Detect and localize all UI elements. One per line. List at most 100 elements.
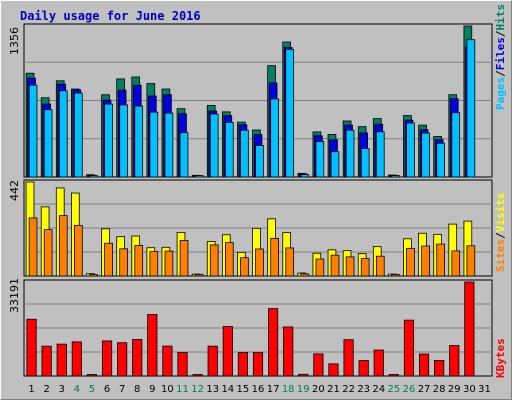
middle-bar-sites-day-8 — [134, 244, 144, 277]
x-tick-label: 26 — [403, 384, 416, 395]
middle-bar-sites-day-19 — [300, 273, 310, 277]
middle-bar-sites-day-18 — [285, 247, 295, 277]
top-bar-pages-day-16 — [255, 145, 264, 178]
top-bar-pages-day-2 — [43, 109, 53, 178]
top-ymax-label: 1356 — [8, 27, 21, 55]
x-tick-label: 11 — [176, 384, 189, 395]
legend-entry: Hits — [494, 4, 507, 31]
bottom-bar-kbytes-day-18 — [283, 326, 294, 377]
middle-bar-sites-day-26 — [406, 247, 415, 277]
middle-bar-sites-day-30 — [466, 245, 476, 277]
top-bar-pages-day-19 — [300, 174, 310, 178]
bottom-bar-kbytes-day-6 — [101, 340, 113, 377]
legend-entry: / — [494, 70, 507, 77]
bottom-bar-kbytes-day-2 — [41, 345, 52, 377]
chart-title: Daily usage for June 2016 — [20, 9, 201, 23]
middle-bar-sites-day-22 — [345, 256, 355, 277]
x-tick-label: 3 — [59, 384, 65, 395]
top-bar-pages-day-11 — [179, 132, 189, 178]
x-tick-label: 25 — [388, 384, 401, 395]
bottom-bar-kbytes-day-13 — [207, 345, 218, 377]
top-bar-pages-day-18 — [285, 48, 295, 178]
x-tick-label: 2 — [43, 384, 49, 395]
x-tick-label: 23 — [357, 384, 370, 395]
middle-bar-sites-day-24 — [375, 255, 385, 277]
x-tick-label: 19 — [297, 384, 310, 395]
bottom-bar-kbytes-day-23 — [358, 360, 369, 377]
x-tick-label: 31 — [478, 384, 491, 395]
bottom-bar-kbytes-day-30 — [464, 281, 475, 377]
x-tick-label: 18 — [282, 384, 295, 395]
bottom-bar-kbytes-day-25 — [388, 374, 399, 377]
bottom-bar-kbytes-day-9 — [147, 314, 158, 377]
legend-entry: Visits — [494, 193, 507, 233]
top-bar-pages-day-23 — [360, 148, 370, 178]
x-tick-label: 14 — [221, 384, 234, 395]
bottom-bar-kbytes-day-28 — [434, 360, 445, 377]
top-bar-pages-day-6 — [104, 103, 113, 178]
top-bar-pages-day-1 — [28, 84, 38, 178]
x-tick-label: 8 — [134, 384, 140, 395]
bottom-bar-kbytes-day-4 — [71, 341, 82, 377]
bottom-bar-kbytes-day-22 — [343, 339, 354, 377]
middle-bar-sites-day-10 — [164, 250, 174, 277]
x-tick-label: 9 — [149, 384, 155, 395]
middle-bar-sites-day-25 — [391, 274, 400, 277]
legend-entry: KBytes — [494, 338, 507, 378]
top-bar-pages-day-21 — [330, 151, 340, 178]
top-bar-pages-day-30 — [466, 39, 476, 178]
middle-bar-sites-day-17 — [270, 237, 279, 277]
bottom-bar-kbytes-day-1 — [26, 318, 37, 377]
bottom-bar-kbytes-day-26 — [403, 319, 415, 377]
middle-bar-sites-day-1 — [28, 217, 38, 277]
x-tick-label: 7 — [119, 384, 125, 395]
x-tick-label: 28 — [433, 384, 446, 395]
x-tick-label: 22 — [342, 384, 355, 395]
bottom-bar-kbytes-day-24 — [373, 349, 384, 377]
top-bar-pages-day-14 — [224, 122, 234, 178]
top-bar-pages-day-25 — [391, 175, 400, 178]
top-bar-pages-day-10 — [164, 112, 174, 178]
top-bar-pages-day-9 — [149, 111, 159, 178]
bottom-bar-kbytes-day-19 — [298, 373, 309, 377]
middle-bar-sites-day-12 — [194, 274, 204, 277]
x-tick-label: 12 — [191, 384, 204, 395]
top-bar-pages-day-27 — [421, 132, 430, 178]
middle-bar-sites-day-28 — [436, 243, 445, 277]
bottom-bar-kbytes-day-15 — [237, 352, 248, 377]
x-tick-label: 20 — [312, 384, 325, 395]
top-bar-pages-day-12 — [194, 175, 204, 178]
top-legend: Pages/Files/Hits — [494, 4, 507, 110]
top-bar-pages-day-13 — [209, 113, 219, 178]
x-tick-label: 4 — [74, 384, 80, 395]
legend-entry: / — [494, 232, 507, 239]
middle-bar-sites-day-11 — [179, 240, 189, 277]
top-bar-pages-day-3 — [58, 90, 68, 178]
top-bar-pages-day-24 — [375, 131, 385, 178]
legend-entry: Sites — [494, 239, 507, 272]
bottom-bar-kbytes-day-7 — [117, 342, 128, 377]
middle-bar-sites-day-29 — [451, 250, 461, 277]
middle-bar-sites-day-23 — [360, 258, 370, 277]
top-bar-pages-day-17 — [270, 98, 279, 178]
bottom-bar-kbytes-day-16 — [252, 352, 264, 377]
bottom-bar-kbytes-day-5 — [86, 374, 98, 377]
x-tick-label: 6 — [104, 384, 110, 395]
x-tick-label: 27 — [418, 384, 431, 395]
middle-ymax-label: 442 — [8, 180, 21, 201]
bottom-bar-kbytes-day-10 — [162, 345, 173, 377]
top-bar-pages-day-26 — [406, 122, 415, 178]
top-bar-pages-day-15 — [240, 129, 249, 178]
middle-bar-sites-day-3 — [58, 215, 68, 277]
top-bar-pages-day-29 — [451, 112, 461, 178]
x-tick-label: 10 — [161, 384, 174, 395]
x-tick-label: 5 — [89, 384, 95, 395]
bottom-bar-kbytes-day-14 — [222, 326, 233, 377]
top-bar-pages-day-28 — [436, 142, 445, 178]
middle-bar-sites-day-21 — [330, 254, 340, 277]
top-bar-pages-day-20 — [315, 141, 325, 178]
middle-bar-sites-day-2 — [43, 229, 53, 277]
middle-bar-sites-day-14 — [224, 242, 234, 277]
middle-bar-sites-day-20 — [315, 258, 325, 277]
